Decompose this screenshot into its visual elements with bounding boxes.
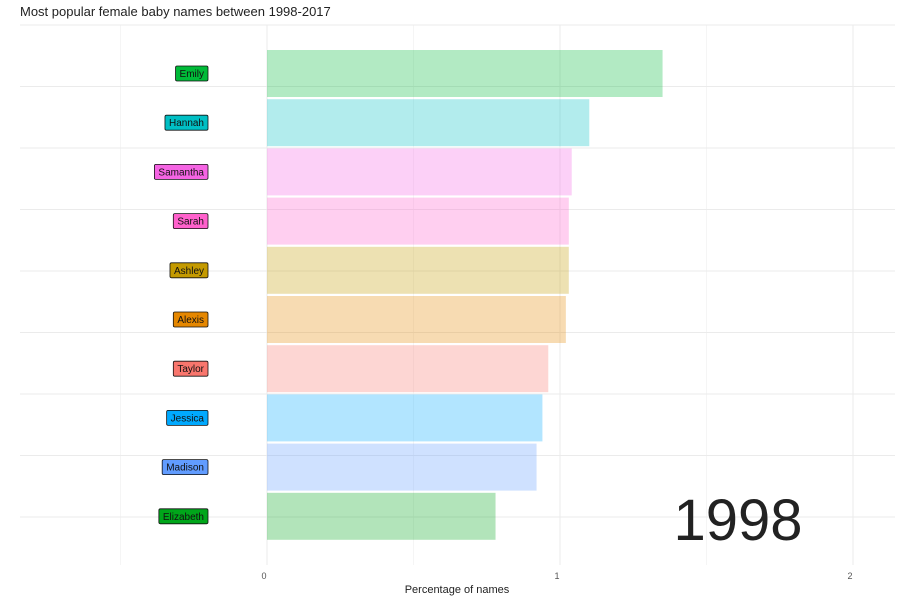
chart-title: Most popular female baby names between 1… xyxy=(20,4,331,19)
bar-taylor xyxy=(267,345,549,393)
bar-jessica xyxy=(267,394,543,442)
name-label-madison: Madison xyxy=(161,459,209,476)
name-label-taylor: Taylor xyxy=(172,360,209,377)
bar-alexis xyxy=(267,296,566,343)
name-label-box xyxy=(172,213,209,230)
x-tick-label: 2 xyxy=(847,571,852,581)
name-label-box xyxy=(161,459,209,476)
name-label-text: Emily xyxy=(180,69,204,80)
name-label-box xyxy=(154,163,209,180)
name-label-text: Samantha xyxy=(158,167,204,178)
year-label: 1998 xyxy=(673,488,802,553)
bar-sarah xyxy=(267,197,569,245)
name-label-text: Alexis xyxy=(177,315,204,326)
bar-ashley xyxy=(267,246,569,294)
name-label-alexis: Alexis xyxy=(172,311,209,328)
bar-hannah xyxy=(267,99,590,147)
name-label-text: Hannah xyxy=(169,118,204,129)
name-labels: Emily Hannah Samantha Sarah Ashley Alexis Tayl… xyxy=(154,65,209,525)
name-label-elizabeth: Elizabeth xyxy=(158,508,209,525)
name-label-box xyxy=(172,360,209,377)
name-label-text: Madison xyxy=(166,463,204,474)
grid xyxy=(20,24,895,565)
name-label-box xyxy=(172,311,209,328)
name-label-text: Sarah xyxy=(177,217,204,228)
bars xyxy=(267,50,663,540)
name-label-ashley: Ashley xyxy=(169,262,209,279)
name-label-jessica: Jessica xyxy=(166,409,209,426)
x-tick-label: 1 xyxy=(554,571,559,581)
x-axis-ticks: 0 1 2 xyxy=(261,571,852,581)
bar-emily xyxy=(267,50,663,97)
x-tick-label: 0 xyxy=(261,571,266,581)
name-label-text: Taylor xyxy=(177,364,204,375)
name-label-box xyxy=(166,409,209,426)
name-label-box xyxy=(158,508,209,525)
name-label-box xyxy=(175,65,209,82)
bar-elizabeth xyxy=(267,492,496,540)
bar-madison xyxy=(267,443,537,491)
name-label-emily: Emily xyxy=(175,65,209,82)
name-label-text: Ashley xyxy=(174,266,204,277)
bar-samantha xyxy=(267,148,572,196)
name-label-text: Jessica xyxy=(171,413,205,424)
x-axis-title: Percentage of names xyxy=(405,584,510,596)
name-label-text: Elizabeth xyxy=(163,512,204,523)
name-label-sarah: Sarah xyxy=(172,213,209,230)
name-label-hannah: Hannah xyxy=(164,114,209,131)
name-label-samantha: Samantha xyxy=(154,163,209,180)
name-label-box xyxy=(169,262,209,279)
name-label-box xyxy=(164,114,209,131)
